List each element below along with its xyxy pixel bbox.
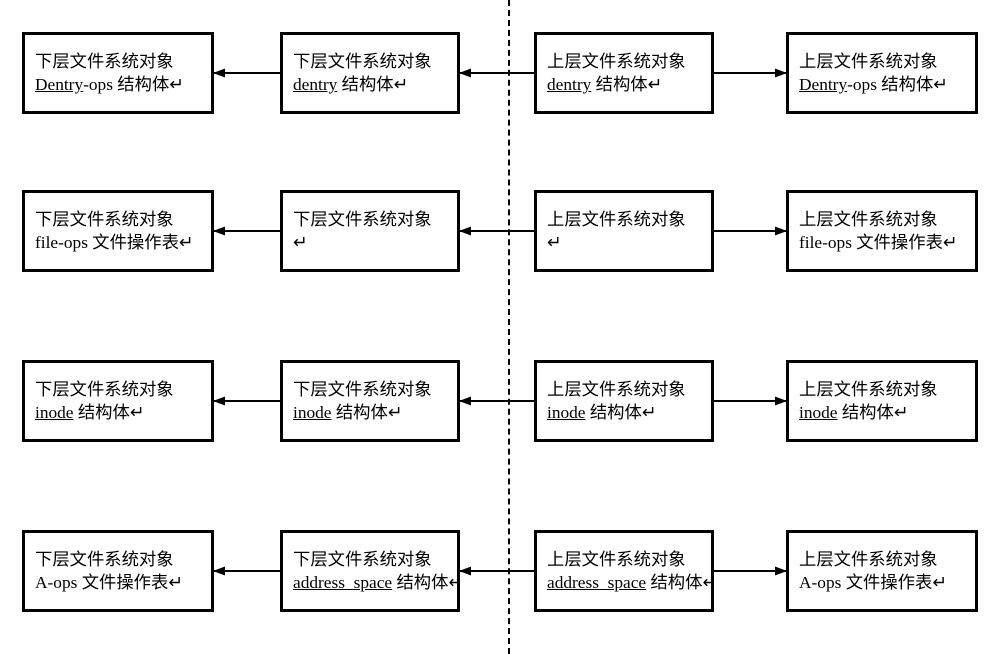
node-line2: dentry 结构体↵ — [547, 73, 662, 96]
return-mark-icon: ↵ — [943, 232, 958, 252]
node-line2: inode 结构体↵ — [293, 401, 402, 424]
node-line1: 上层文件系统对象 — [547, 208, 686, 231]
return-mark-icon: ↵ — [933, 74, 948, 94]
return-mark-icon: ↵ — [932, 572, 947, 592]
node-line2-segment: 结构体 — [392, 573, 448, 592]
node-line1: 上层文件系统对象 — [799, 50, 938, 73]
node-line2-segment: 结构体 — [337, 75, 393, 94]
node-r4c1: 下层文件系统对象A-ops 文件操作表↵ — [22, 530, 214, 612]
node-r2c3: 上层文件系统对象↵ — [534, 190, 714, 272]
node-line2: Dentry-ops 结构体↵ — [799, 73, 948, 96]
node-line1: 下层文件系统对象 — [35, 50, 174, 73]
node-line2-segment: dentry — [547, 75, 591, 94]
node-line1: 上层文件系统对象 — [547, 50, 686, 73]
node-line2-segment: 结构体 — [332, 403, 388, 422]
node-line1: 下层文件系统对象 — [35, 378, 174, 401]
node-line2: inode 结构体↵ — [547, 401, 656, 424]
return-mark-icon: ↵ — [179, 232, 194, 252]
return-mark-icon: ↵ — [169, 74, 184, 94]
node-line2-segment: address_space — [293, 573, 392, 592]
return-mark-icon: ↵ — [642, 402, 657, 422]
node-r1c4: 上层文件系统对象Dentry-ops 结构体↵ — [786, 32, 978, 114]
node-line2-segment: 结构体 — [646, 573, 702, 592]
node-line2-segment: -ops 结构体 — [847, 75, 933, 94]
return-mark-icon: ↵ — [130, 402, 145, 422]
node-line2: Dentry-ops 结构体↵ — [35, 73, 184, 96]
node-line2-segment: 结构体 — [74, 403, 130, 422]
return-mark-icon: ↵ — [894, 402, 909, 422]
node-line1: 下层文件系统对象 — [293, 378, 432, 401]
node-line1: 上层文件系统对象 — [799, 208, 938, 231]
node-line2: inode 结构体↵ — [799, 401, 908, 424]
node-r4c4: 上层文件系统对象A-ops 文件操作表↵ — [786, 530, 978, 612]
return-mark-icon: ↵ — [394, 74, 409, 94]
node-line2: address_space 结构体↵ — [547, 571, 717, 594]
node-line1: 下层文件系统对象 — [35, 208, 174, 231]
node-line1: 下层文件系统对象 — [293, 548, 432, 571]
node-line1: 上层文件系统对象 — [799, 548, 938, 571]
node-line2-segment: file-ops 文件操作表 — [799, 233, 943, 252]
node-r1c3: 上层文件系统对象dentry 结构体↵ — [534, 32, 714, 114]
node-r4c3: 上层文件系统对象address_space 结构体↵ — [534, 530, 714, 612]
node-line2-segment: address_space — [547, 573, 646, 592]
node-line2-segment: A-ops 文件操作表 — [799, 573, 932, 592]
node-line2-segment: file-ops 文件操作表 — [35, 233, 179, 252]
node-line2: file-ops 文件操作表↵ — [799, 231, 957, 254]
node-line2-segment: Dentry — [799, 75, 847, 94]
return-mark-icon: ↵ — [448, 572, 463, 592]
node-line2-segment: 结构体 — [586, 403, 642, 422]
node-line2: file-ops 文件操作表↵ — [35, 231, 193, 254]
node-line2-segment: -ops 结构体 — [83, 75, 169, 94]
node-line1: 下层文件系统对象 — [293, 50, 432, 73]
node-line2: address_space 结构体↵ — [293, 571, 463, 594]
node-r3c4: 上层文件系统对象inode 结构体↵ — [786, 360, 978, 442]
node-line2: A-ops 文件操作表↵ — [35, 571, 183, 594]
return-mark-icon: ↵ — [293, 232, 308, 252]
node-line2-segment: Dentry — [35, 75, 83, 94]
node-line1: 上层文件系统对象 — [547, 378, 686, 401]
node-line2-segment: 结构体 — [591, 75, 647, 94]
node-line2: ↵ — [293, 231, 308, 254]
node-r2c1: 下层文件系统对象file-ops 文件操作表↵ — [22, 190, 214, 272]
node-line2-segment: dentry — [293, 75, 337, 94]
node-r2c2: 下层文件系统对象↵ — [280, 190, 460, 272]
return-mark-icon: ↵ — [547, 232, 562, 252]
diagram-canvas: 下层文件系统对象Dentry-ops 结构体↵下层文件系统对象dentry 结构… — [0, 0, 1000, 654]
node-line2-segment: inode — [293, 403, 332, 422]
return-mark-icon: ↵ — [168, 572, 183, 592]
node-line1: 下层文件系统对象 — [35, 548, 174, 571]
node-r4c2: 下层文件系统对象address_space 结构体↵ — [280, 530, 460, 612]
node-line2-segment: 结构体 — [838, 403, 894, 422]
node-line2-segment: inode — [35, 403, 74, 422]
return-mark-icon: ↵ — [388, 402, 403, 422]
node-line1: 下层文件系统对象 — [293, 208, 432, 231]
vertical-divider — [508, 0, 510, 654]
node-r1c2: 下层文件系统对象dentry 结构体↵ — [280, 32, 460, 114]
node-line2-segment: inode — [799, 403, 838, 422]
node-r1c1: 下层文件系统对象Dentry-ops 结构体↵ — [22, 32, 214, 114]
node-line2: inode 结构体↵ — [35, 401, 144, 424]
node-r3c2: 下层文件系统对象inode 结构体↵ — [280, 360, 460, 442]
node-line2-segment: A-ops 文件操作表 — [35, 573, 168, 592]
node-line1: 上层文件系统对象 — [547, 548, 686, 571]
node-line2: A-ops 文件操作表↵ — [799, 571, 947, 594]
return-mark-icon: ↵ — [648, 74, 663, 94]
node-r3c1: 下层文件系统对象inode 结构体↵ — [22, 360, 214, 442]
node-r3c3: 上层文件系统对象inode 结构体↵ — [534, 360, 714, 442]
node-line2: dentry 结构体↵ — [293, 73, 408, 96]
node-line1: 上层文件系统对象 — [799, 378, 938, 401]
node-line2: ↵ — [547, 231, 562, 254]
node-r2c4: 上层文件系统对象file-ops 文件操作表↵ — [786, 190, 978, 272]
node-line2-segment: inode — [547, 403, 586, 422]
return-mark-icon: ↵ — [702, 572, 717, 592]
